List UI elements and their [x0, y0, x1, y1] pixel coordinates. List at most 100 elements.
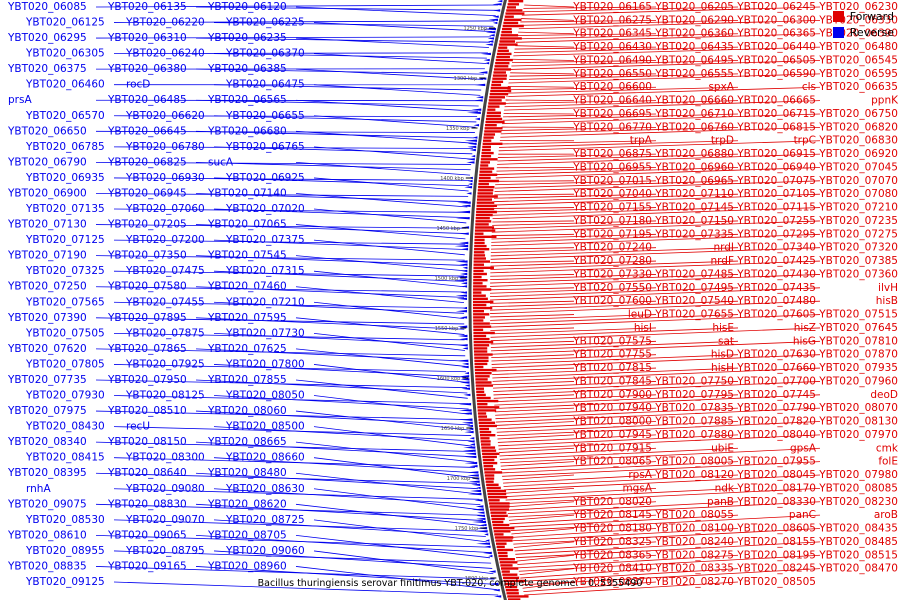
- forward-feature: [473, 272, 487, 276]
- gene-label: YBT020_08045: [736, 469, 816, 481]
- reverse-feature: [459, 272, 468, 276]
- gene-label: YBT020_07240: [572, 242, 652, 254]
- reverse-feature: [467, 440, 475, 443]
- reverse-feature: [473, 124, 480, 127]
- forward-feature: [479, 170, 493, 173]
- forward-feature: [480, 440, 491, 443]
- leader-line: [195, 193, 468, 203]
- leader-line: [498, 434, 821, 450]
- gene-label: YBT020_08180: [572, 523, 652, 535]
- leader-line: [295, 99, 478, 112]
- leader-line: [113, 581, 499, 596]
- reverse-feature: [471, 483, 481, 486]
- leader-line: [498, 434, 739, 447]
- reverse-feature: [475, 505, 484, 508]
- forward-feature: [474, 232, 484, 235]
- forward-feature: [504, 582, 516, 586]
- forward-feature: [506, 6, 517, 9]
- gene-label: YBT020_08100: [654, 523, 734, 535]
- gene-label: YBT020_07325: [25, 265, 105, 277]
- gene-label: YBT020_08270: [654, 576, 734, 588]
- leader-line: [313, 115, 476, 128]
- leader-line: [490, 247, 739, 257]
- forward-feature: [481, 446, 496, 449]
- leader-line: [492, 367, 821, 382]
- gene-label: YBT020_07460: [207, 281, 287, 293]
- gene-label: prsA: [8, 94, 32, 106]
- reverse-feature: [457, 325, 468, 328]
- leader-line: [490, 340, 575, 345]
- gene-label: YBT020_06715: [736, 108, 816, 120]
- forward-feature: [483, 468, 496, 471]
- forward-feature: [475, 226, 495, 229]
- gene-label: YBT020_07070: [818, 175, 898, 187]
- leader-line: [507, 501, 657, 511]
- reverse-feature: [475, 96, 484, 99]
- reverse-feature: [461, 387, 470, 390]
- leader-line: [519, 568, 575, 576]
- forward-feature: [474, 229, 496, 232]
- gene-label: cls: [802, 81, 816, 93]
- leader-line: [313, 53, 486, 64]
- leader-line: [490, 314, 657, 321]
- reverse-feature: [476, 486, 481, 490]
- gene-label: YBT020_06965: [654, 175, 734, 187]
- forward-feature: [473, 306, 493, 310]
- forward-feature: [478, 415, 488, 418]
- gene-label: YBT020_07855: [207, 374, 287, 386]
- gene-label: hisG: [793, 335, 816, 347]
- leader-line: [489, 287, 821, 301]
- forward-feature: [493, 71, 506, 74]
- forward-feature: [491, 83, 502, 87]
- leader-line: [95, 224, 467, 229]
- leader-line: [295, 566, 497, 591]
- forward-feature: [476, 393, 486, 397]
- gene-label: YBT020_07730: [225, 327, 305, 339]
- gene-label: YBT020_07060: [125, 203, 205, 215]
- leader-line: [494, 394, 821, 409]
- forward-feature: [473, 322, 490, 325]
- leader-line: [490, 274, 821, 287]
- forward-feature: [483, 461, 498, 465]
- forward-feature: [498, 43, 518, 46]
- forward-feature: [478, 418, 492, 421]
- gene-label: YBT020_08060: [207, 405, 287, 417]
- reverse-feature: [472, 520, 487, 524]
- gene-label: YBT020_08515: [818, 549, 898, 561]
- forward-feature: [475, 381, 492, 384]
- gene-label: YBT020_06245: [736, 1, 816, 13]
- leader-line: [520, 568, 657, 579]
- leader-line: [195, 534, 489, 553]
- leader-line: [493, 394, 575, 399]
- gene-label: YBT020_08470: [818, 563, 898, 575]
- forward-feature: [475, 387, 484, 390]
- gene-label: YBT020_07065: [207, 219, 287, 231]
- reverse-feature: [460, 269, 468, 273]
- gene-label: nrdF: [711, 255, 735, 267]
- forward-feature: [505, 12, 525, 15]
- reverse-feature: [488, 570, 496, 573]
- forward-feature: [474, 365, 484, 369]
- forward-feature: [473, 347, 488, 350]
- leader-line: [295, 37, 489, 48]
- gene-label: YBT020_06345: [572, 28, 652, 40]
- leader-line: [95, 130, 475, 133]
- leader-line: [501, 461, 739, 474]
- gene-label: YBT020_06945: [107, 187, 187, 199]
- gene-label: YBT020_08005: [654, 456, 734, 468]
- gene-label: YBT020_07575: [572, 335, 652, 347]
- leader-line: [515, 33, 821, 43]
- gene-label: spxA: [708, 81, 734, 93]
- forward-feature: [473, 266, 494, 269]
- forward-feature: [477, 412, 487, 415]
- forward-feature: [476, 201, 495, 204]
- gene-label: YBT020_06135: [107, 1, 187, 13]
- forward-feature: [494, 536, 514, 539]
- tick-label: 1600 kbp: [437, 376, 461, 382]
- leader-line: [313, 177, 469, 192]
- gene-label: YBT020_06235: [207, 32, 287, 44]
- reverse-feature: [458, 403, 472, 406]
- gene-label: YBT020_08480: [207, 467, 287, 479]
- forward-feature: [489, 93, 509, 96]
- leader-line: [497, 153, 657, 158]
